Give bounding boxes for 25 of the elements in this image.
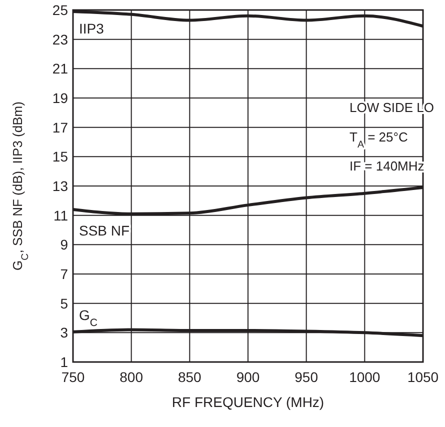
- x-tick-label: 750: [61, 369, 85, 385]
- y-tick-label: 17: [52, 119, 68, 136]
- series-label: SSB NF: [79, 222, 130, 238]
- y-tick-label: 15: [52, 148, 68, 165]
- annotation: T$_{A}$ = 25°C: [350, 129, 408, 150]
- x-tick-label: 850: [178, 369, 202, 385]
- y-tick-label: 7: [60, 266, 68, 282]
- y-tick-label: 13: [52, 178, 68, 194]
- x-tick-label: 800: [120, 369, 144, 385]
- y-tick-label: 23: [52, 31, 68, 48]
- y-tick-label: 11: [53, 207, 68, 224]
- y-tick-label: 25: [52, 2, 68, 18]
- series-label: IIP3: [79, 20, 104, 36]
- y-tick-label: 5: [60, 295, 68, 312]
- y-tick-label: 9: [60, 236, 68, 253]
- y-tick-label: 19: [52, 90, 68, 106]
- x-tick-label: 950: [294, 369, 318, 385]
- series-label: G$_{C}$: [79, 306, 98, 329]
- x-tick-label: 1050: [407, 369, 439, 385]
- x-axis-title: RF FREQUENCY (MHz): [172, 394, 324, 410]
- y-tick-label: 1: [60, 354, 68, 370]
- y-tick-label: 3: [60, 324, 68, 341]
- x-tick-label: 1000: [349, 369, 380, 385]
- x-tick-label: 900: [236, 369, 260, 385]
- y-tick-label: 21: [52, 60, 68, 77]
